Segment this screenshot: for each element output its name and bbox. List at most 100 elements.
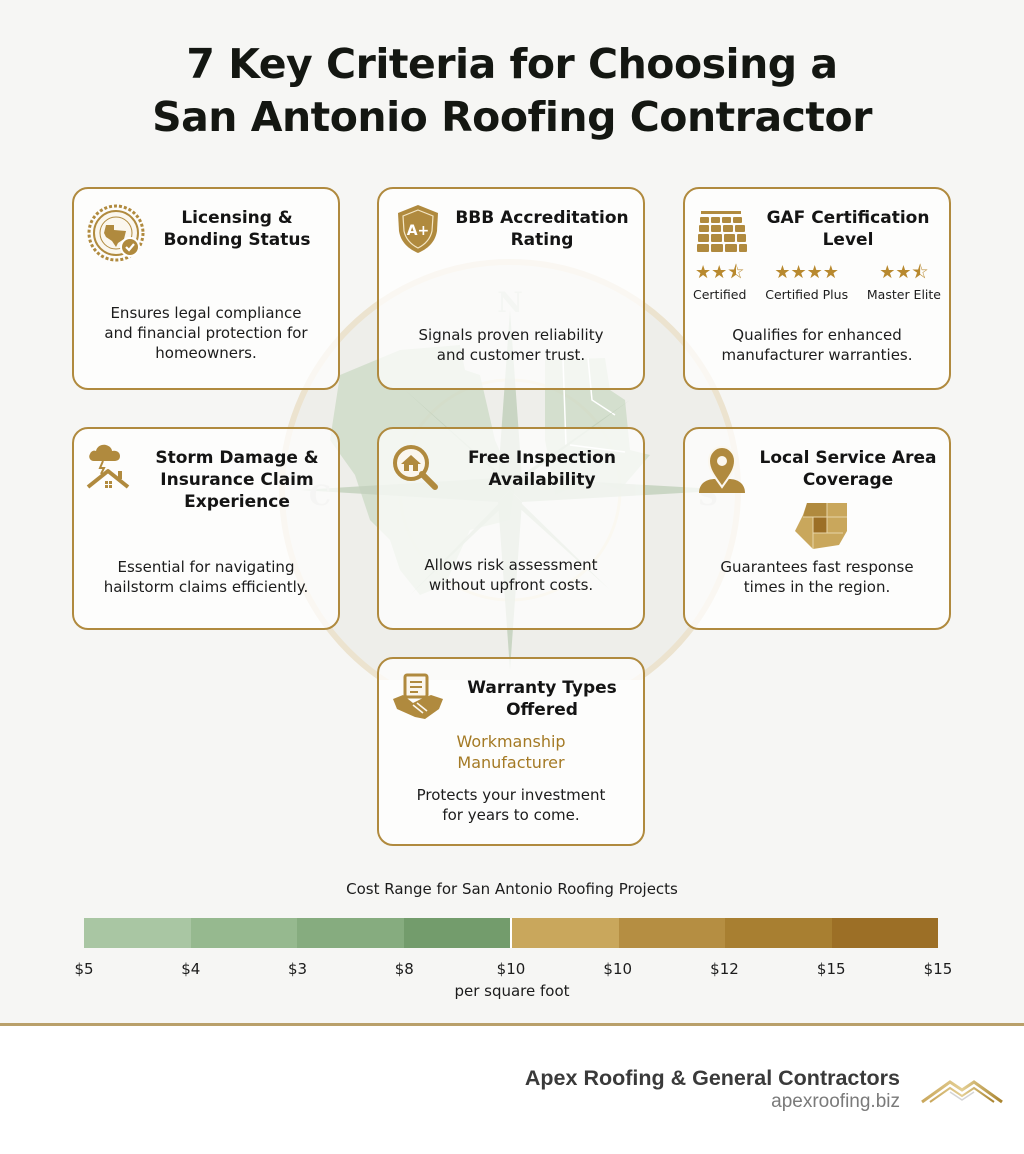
company-name: Apex Roofing & General Contractors [524, 1066, 900, 1090]
title-line-2: San Antonio Roofing Contractor [152, 93, 872, 141]
cost-segment [512, 918, 619, 948]
title-line: Availability [488, 470, 596, 490]
card-description: Allows risk assessment without upfront c… [389, 555, 633, 595]
warranty-type: Manufacturer [457, 753, 565, 772]
desc-line: Signals proven reliability [418, 326, 604, 344]
texas-seal-check-icon [87, 204, 145, 262]
card-description: Protects your investment for years to co… [389, 785, 633, 825]
card-description: Ensures legal compliance and financial p… [84, 303, 328, 363]
map-pin-person-icon [699, 445, 745, 493]
level-label: Certified [693, 287, 747, 302]
card-description: Qualifies for enhanced manufacturer warr… [695, 325, 939, 365]
title-line: Free Inspection [468, 448, 616, 468]
desc-line: without upfront costs. [428, 576, 594, 594]
a-plus-shield-icon: A+ [398, 205, 438, 253]
roof-peaks-logo-icon [921, 1080, 1003, 1104]
desc-line: Essential for navigating [117, 558, 295, 576]
card-title: Licensing & Bonding Status [146, 207, 328, 251]
title-line: Level [822, 230, 874, 250]
cost-segment [725, 918, 832, 948]
card-description: Signals proven reliability and customer … [389, 325, 633, 365]
magnifier-house-icon [393, 445, 438, 490]
cost-label: $5 [74, 960, 94, 978]
desc-line: Ensures legal compliance [110, 304, 302, 322]
card-title: Warranty Types Offered [451, 677, 633, 721]
footer: Apex Roofing & General Contractors apexr… [0, 1026, 1024, 1154]
cost-label: $12 [710, 960, 739, 978]
card-title: BBB Accreditation Rating [451, 207, 633, 251]
cost-segment [831, 918, 938, 948]
title-line: Offered [506, 700, 578, 720]
card-licensing-bonding: Licensing & Bonding Status Ensures legal… [72, 187, 340, 390]
star-rating-icon: ★★⯪ [695, 262, 745, 283]
title-line: Coverage [802, 470, 894, 490]
title-line-1: 7 Key Criteria for Choosing a [186, 40, 838, 88]
card-gaf-certification: GAF Certification Level ★★⯪ Certified ★★… [683, 187, 951, 390]
title-line: Rating [510, 230, 574, 250]
warranty-type: Workmanship [456, 732, 566, 751]
gaf-level-master-elite: ★★⯪ Master Elite [866, 262, 941, 303]
company-url[interactable]: apexroofing.biz [771, 1091, 900, 1112]
gaf-level-certified: ★★⯪ Certified [693, 262, 747, 303]
card-description: Guarantees fast response times in the re… [695, 557, 939, 597]
cost-label: $3 [287, 960, 308, 978]
cost-segment [618, 918, 725, 948]
star-rating-icon: ★★⯪ [879, 262, 929, 283]
cost-range-labels: $5 $4 $3 $8 $10 $10 $12 $15 $15 [74, 960, 952, 980]
cost-unit-label: per square foot [454, 982, 570, 1000]
desc-line: Qualifies for enhanced [732, 326, 902, 344]
title-line: Local Service Area [759, 448, 937, 468]
title-line: Storm Damage & [155, 448, 319, 468]
desc-line: homeowners. [155, 344, 257, 362]
card-free-inspection: Free Inspection Availability Allows risk… [377, 427, 645, 630]
desc-line: times in the region. [743, 578, 891, 596]
title-line: Warranty Types [467, 678, 617, 698]
desc-line: and customer trust. [436, 346, 586, 364]
desc-line: hailstorm claims efficiently. [103, 578, 309, 596]
cost-label: $15 [816, 960, 846, 978]
card-title: GAF Certification Level [757, 207, 939, 251]
card-title: Free Inspection Availability [451, 447, 633, 491]
title-line: Licensing & [181, 208, 293, 228]
cost-segment [403, 918, 512, 948]
card-description: Essential for navigating hailstorm claim… [84, 557, 328, 597]
cost-segment [84, 918, 191, 948]
cost-label: $10 [496, 960, 526, 978]
cost-label: $10 [603, 960, 633, 978]
card-local-service-area: Local Service Area Coverage Guarantees f… [683, 427, 951, 630]
gaf-levels: ★★⯪ Certified ★★★★ Certified Plus ★★⯪ Ma… [693, 262, 941, 303]
card-title: Local Service Area Coverage [757, 447, 939, 491]
roof-shingles-icon [697, 211, 747, 252]
title-line: GAF Certification [766, 208, 930, 228]
star-rating-icon: ★★★★ [774, 262, 839, 283]
handshake-document-icon [393, 673, 443, 719]
gaf-level-certified-plus: ★★★★ Certified Plus [765, 262, 849, 303]
desc-line: Allows risk assessment [424, 556, 598, 574]
card-bbb-accreditation: A+ BBB Accreditation Rating Signals prov… [377, 187, 645, 390]
title-line: Insurance Claim [160, 470, 314, 490]
level-label: Master Elite [866, 287, 941, 302]
cost-segment [190, 918, 297, 948]
storm-cloud-house-icon [86, 444, 130, 489]
card-title: Storm Damage & Insurance Claim Experienc… [146, 447, 328, 513]
card-storm-damage: Storm Damage & Insurance Claim Experienc… [72, 427, 340, 630]
title-line: BBB Accreditation [455, 208, 629, 228]
cost-segment [297, 918, 404, 948]
card-warranty-types: Warranty Types Offered Workmanship Manuf… [377, 657, 645, 846]
desc-line: manufacturer warranties. [721, 346, 913, 364]
cost-label: $8 [394, 960, 414, 978]
infographic: 7 Key Criteria for Choosing a San Antoni… [72, 40, 953, 1000]
cost-range-title: Cost Range for San Antonio Roofing Proje… [346, 880, 678, 898]
footer-divider [0, 1023, 1024, 1026]
cost-range-bar [84, 918, 938, 948]
desc-line: Guarantees fast response [720, 558, 914, 576]
county-map-icon [795, 503, 847, 549]
title-line: Experience [184, 492, 290, 512]
title-line: Bonding Status [163, 230, 311, 250]
level-label: Certified Plus [765, 287, 849, 302]
cost-label: $4 [181, 960, 201, 978]
desc-line: for years to come. [442, 806, 580, 824]
warranty-type-list: Workmanship Manufacturer [379, 731, 643, 773]
cost-label: $15 [923, 960, 953, 978]
svg-text:A+: A+ [407, 223, 430, 239]
